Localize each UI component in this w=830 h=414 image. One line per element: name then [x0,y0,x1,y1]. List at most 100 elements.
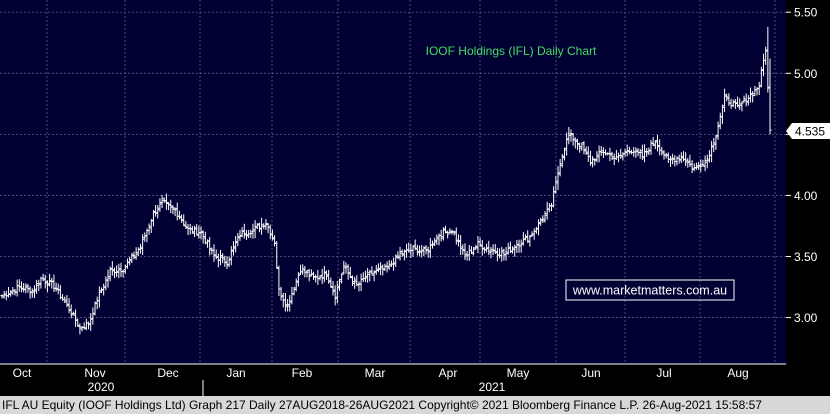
ohlc-bar [720,104,725,125]
ohlc-bar [474,244,478,250]
ohlc-bar [125,258,130,269]
ohlc-bar [668,155,673,168]
ohlc-bar [65,295,69,308]
last-price-marker [786,123,830,139]
ohlc-bar [149,218,153,233]
ohlc-bar [543,211,547,223]
chart-canvas: 3.003.504.004.505.005.50 OctNovDecJanFeb… [0,0,830,396]
ohlc-bar [221,253,225,264]
watermark-border [565,279,735,301]
ohlc-bar [205,239,210,248]
x-axis-area [0,364,830,396]
ohlc-bar [413,239,417,251]
ohlc-bar [184,220,188,229]
ohlc-bar [417,245,422,257]
ohlc-bar [595,151,599,163]
ohlc-bar [223,255,227,267]
ohlc-bar [335,281,339,304]
ohlc-bar [128,256,132,266]
ohlc-bar [158,198,162,212]
ohlc-bar [733,99,737,109]
ohlc-bar [573,137,577,149]
ohlc-bar [346,264,350,280]
ohlc-bar [651,137,655,147]
ohlc-bar [610,151,614,160]
ohlc-bar [690,160,694,174]
ohlc-bar [244,229,249,240]
ohlc-bar [554,175,558,194]
ohlc-bar [435,234,439,245]
ohlc-bar [461,244,465,255]
ohlc-bar [45,280,50,293]
x-month-label: Dec [157,366,178,380]
ohlc-bar [552,186,556,208]
ohlc-bar [166,201,171,211]
ohlc-bar [655,135,660,152]
ohlc-bars [0,26,772,335]
ohlc-bar [214,249,218,260]
ohlc-bar [374,265,378,275]
ohlc-bar [599,146,603,156]
watermark-box: www.marketmatters.com.au [565,279,735,301]
ohlc-bar [484,243,489,253]
ohlc-bar [179,214,184,223]
ohlc-bar [738,98,742,110]
ohlc-bar [208,236,212,256]
ohlc-bar [173,207,177,217]
ohlc-bar [195,224,199,236]
ohlc-bar [91,307,95,325]
ohlc-bar [420,245,424,258]
ohlc-bar [513,244,517,257]
ohlc-bar [333,285,337,306]
ohlc-bar [558,159,562,177]
ohlc-bar [712,137,716,153]
ohlc-bar [130,252,134,264]
ohlc-bar [43,274,47,289]
ohlc-bar [257,222,262,233]
ohlc-bar [480,240,484,256]
ohlc-bar [387,260,391,270]
x-axis: Oct Nov Dec Jan Feb Mar Apr May Jun Jul Aug 2020 202… [0,363,786,396]
ohlc-bar [236,232,240,247]
ohlc-bar [78,323,82,335]
ohlc-bar [703,155,707,172]
ohlc-bar [253,220,257,239]
ohlc-bar [699,159,703,173]
ohlc-bar [582,141,586,155]
ohlc-bar [242,223,246,239]
ohlc-bar [0,294,4,299]
ohlc-bar [500,246,504,262]
ohlc-bar [381,264,385,276]
x-month-label: Oct [13,366,32,380]
ohlc-bar [415,244,419,256]
ohlc-bar [322,266,326,283]
ohlc-bar [627,146,631,155]
ohlc-bar [424,245,428,255]
ohlc-bar [757,81,761,95]
ohlc-bar [275,240,279,269]
ohlc-bar [634,147,638,158]
ohlc-bar [619,148,623,159]
ohlc-bar [664,152,668,159]
ohlc-bar [439,229,443,242]
ohlc-bar [396,251,400,260]
ohlc-bar [134,247,138,260]
ohlc-bar [638,148,642,159]
ohlc-bar [97,286,101,308]
ohlc-bar [744,93,748,107]
ohlc-bar [56,283,60,295]
ohlc-bar [234,236,238,253]
ohlc-bar [340,273,344,284]
ohlc-bar [307,268,311,282]
ohlc-bar [443,225,448,234]
ohlc-bar [164,193,169,210]
ohlc-bar [171,205,175,215]
ohlc-bar [530,231,534,237]
ohlc-bar [229,246,233,266]
x-month-label: Jan [226,366,245,380]
ohlc-bar [108,266,112,282]
y-tick-label: 5.50 [794,6,818,20]
ohlc-bar [575,138,580,150]
ohlc-bar [489,246,493,259]
